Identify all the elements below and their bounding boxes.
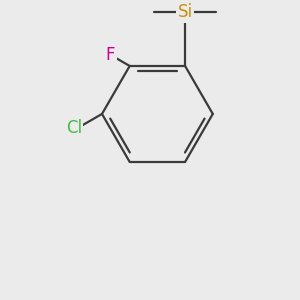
Text: F: F	[106, 46, 115, 64]
Text: Cl: Cl	[66, 119, 82, 137]
Text: Si: Si	[178, 3, 193, 21]
